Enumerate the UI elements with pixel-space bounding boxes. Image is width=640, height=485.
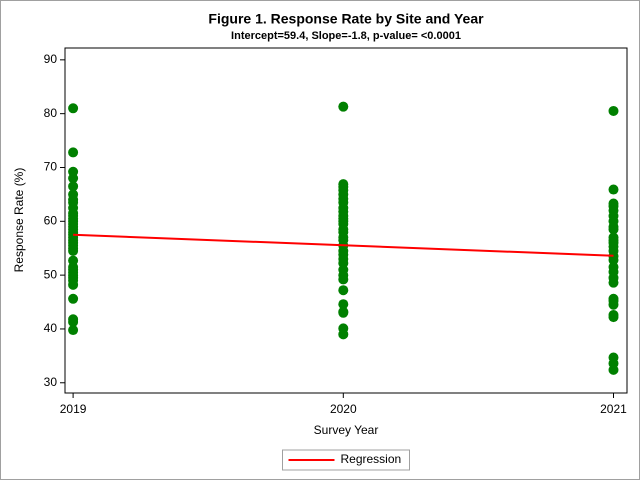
point	[338, 274, 349, 285]
legend-box	[282, 449, 410, 471]
point	[338, 101, 349, 112]
point	[608, 255, 619, 266]
y-tick-label: 80	[44, 106, 58, 120]
point	[338, 285, 349, 296]
y-axis-label: Response Rate (%)	[12, 168, 26, 273]
y-tick-label: 40	[44, 321, 58, 335]
legend-label: Regression	[341, 452, 402, 466]
point	[68, 103, 79, 114]
x-tick-label: 2019	[60, 402, 87, 416]
chart-subtitle: Intercept=59.4, Slope=-1.8, p-value= <0.…	[231, 30, 461, 42]
point	[338, 329, 349, 340]
point	[608, 184, 619, 195]
point	[338, 299, 349, 310]
point	[608, 224, 619, 235]
point	[608, 277, 619, 288]
x-axis-label: Survey Year	[314, 423, 379, 437]
x-tick-label: 2021	[600, 402, 627, 416]
chart-title: Figure 1. Response Rate by Site and Year	[208, 11, 484, 27]
point	[68, 173, 79, 184]
point	[68, 316, 79, 327]
point	[68, 293, 79, 304]
point	[608, 312, 619, 323]
plot-frame	[64, 47, 628, 394]
point	[608, 364, 619, 375]
y-tick-label: 60	[44, 213, 58, 227]
point	[608, 105, 619, 116]
point	[68, 147, 79, 158]
point	[68, 181, 79, 192]
point	[338, 307, 349, 318]
point	[68, 325, 79, 336]
y-tick-label: 90	[44, 52, 58, 66]
point	[68, 245, 79, 256]
y-tick-label: 30	[44, 375, 58, 389]
y-tick-label: 50	[44, 267, 58, 281]
regression-line	[73, 233, 614, 257]
x-tick-label: 2020	[330, 402, 357, 416]
point	[608, 299, 619, 310]
point	[68, 279, 79, 290]
y-tick-label: 70	[44, 160, 58, 174]
